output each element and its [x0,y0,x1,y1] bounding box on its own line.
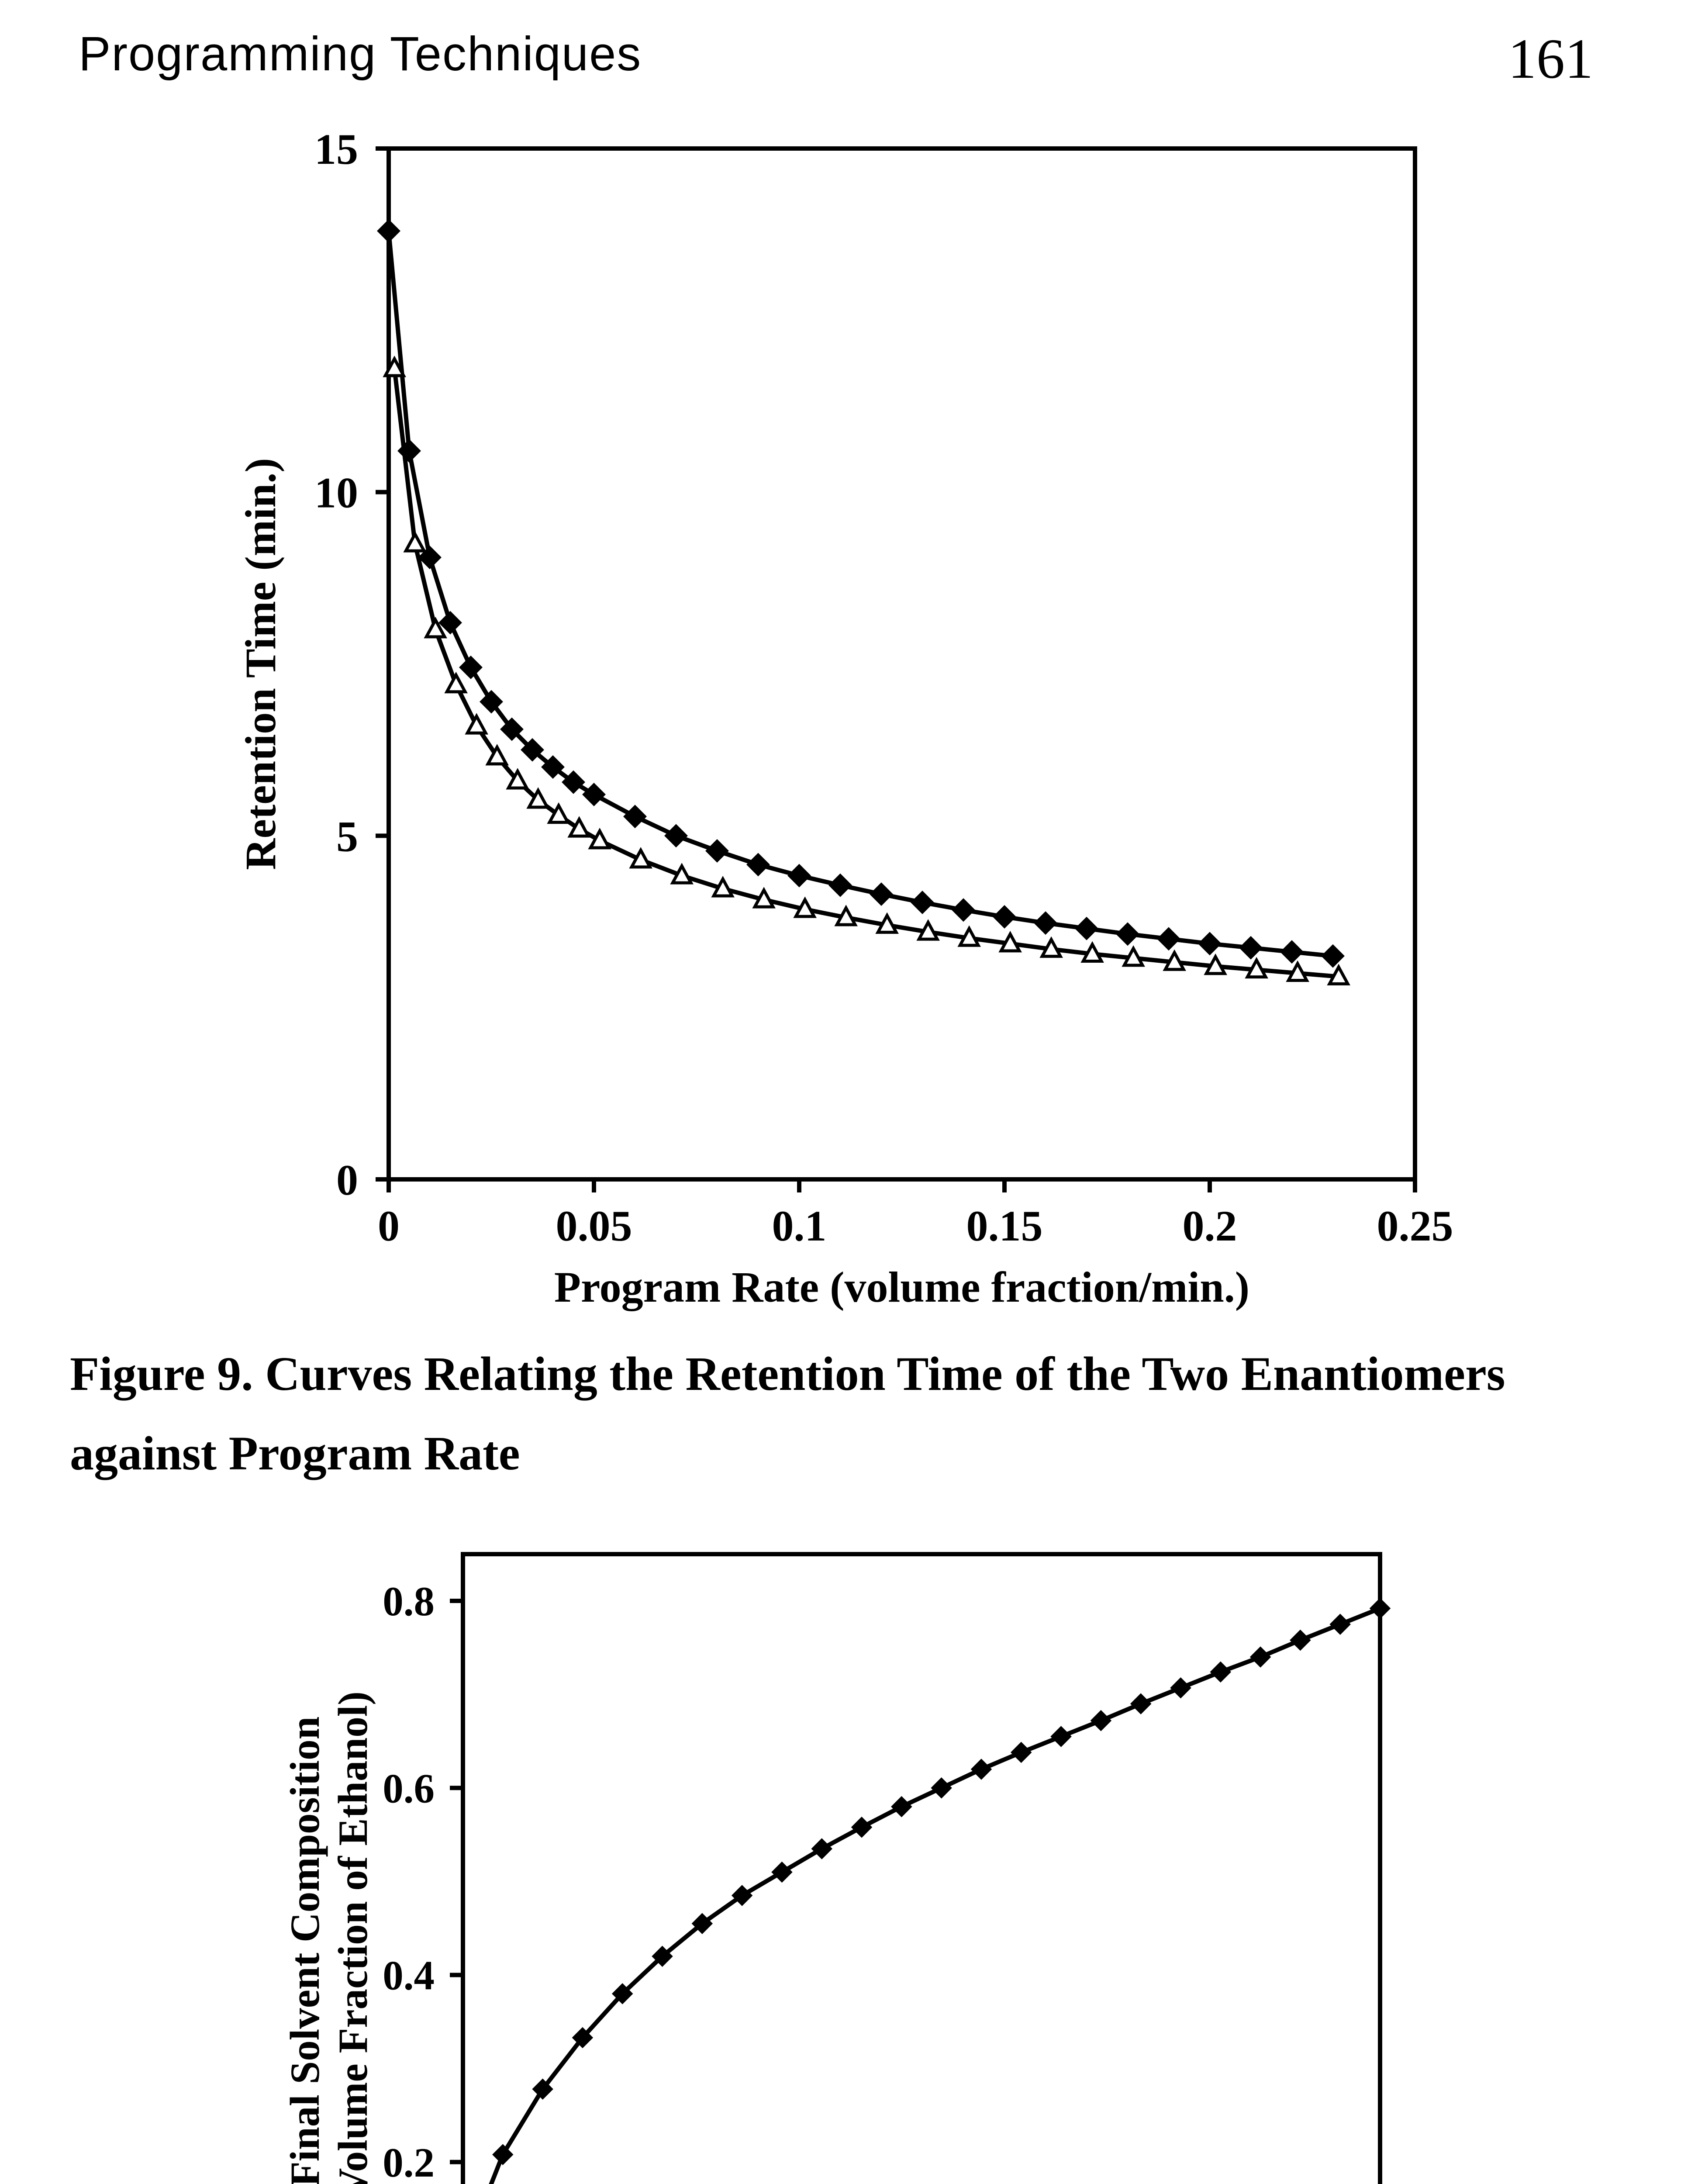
figure-10: 00.050.10.150.200.20.40.60.8(Volume Frac… [0,1519,1698,2184]
running-head: Programming Techniques [79,26,642,82]
figure-9-caption: Figure 9. Curves Relating the Retention … [0,1317,1698,1519]
svg-text:0: 0 [336,1156,358,1204]
page: Programming Techniques 161 00.050.10.150… [0,0,1698,2184]
svg-text:0.2: 0.2 [1183,1202,1237,1250]
figure-9-chart: 0 0.05 0.1 0.15 0.2 0.25 0 5 10 15 Program Rate (v… [0,92,1698,1315]
svg-text:10: 10 [314,469,358,517]
svg-text:0.1: 0.1 [772,1202,827,1250]
figure-10-chart: 00.050.10.150.200.20.40.60.8(Volume Frac… [0,1519,1698,2184]
svg-text:Final Solvent Composition: Final Solvent Composition [282,1717,328,2184]
page-number: 161 [1508,26,1593,92]
svg-text:0: 0 [378,1202,400,1250]
svg-text:(Volume Fraction of Ethanol): (Volume Fraction of Ethanol) [330,1691,376,2184]
svg-text:0.2: 0.2 [383,2139,435,2184]
svg-text:15: 15 [314,125,358,173]
svg-text:5: 5 [336,812,358,860]
page-header: Programming Techniques 161 [0,0,1698,92]
svg-text:Retention Time (min.): Retention Time (min.) [236,458,285,870]
svg-text:0.05: 0.05 [556,1202,632,1250]
svg-text:0.6: 0.6 [383,1765,435,1811]
svg-text:0.15: 0.15 [966,1202,1043,1250]
svg-text:0.4: 0.4 [383,1952,435,1999]
svg-text:0.8: 0.8 [383,1578,435,1624]
svg-text:0.25: 0.25 [1377,1202,1453,1250]
figure-9: 0 0.05 0.1 0.15 0.2 0.25 0 5 10 15 Program Rate (v… [0,92,1698,1317]
svg-text:Program Rate (volume fraction/: Program Rate (volume fraction/min.) [554,1263,1249,1311]
